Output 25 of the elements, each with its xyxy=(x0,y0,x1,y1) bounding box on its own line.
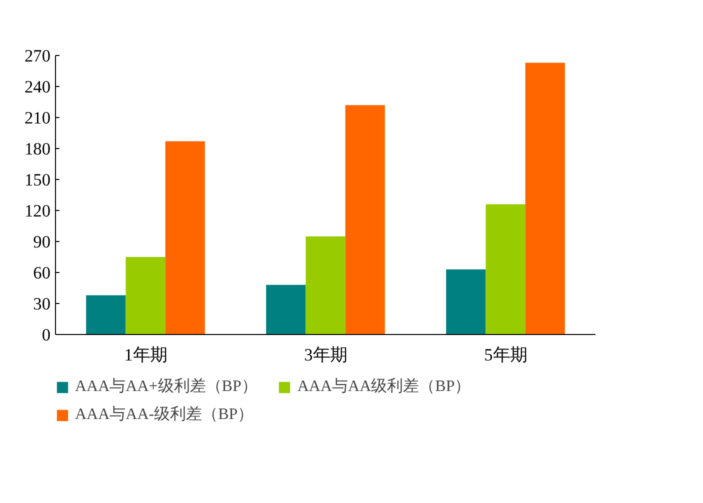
y-tick-label: 90 xyxy=(33,232,50,252)
bar xyxy=(486,204,526,334)
legend-label: AAA与AA级利差（BP） xyxy=(297,376,471,397)
x-tick-label: 3年期 xyxy=(304,346,347,364)
y-tick-label: 120 xyxy=(24,202,51,220)
bar xyxy=(165,141,205,334)
bar xyxy=(266,284,306,334)
x-tick-label: 1年期 xyxy=(124,346,167,364)
bar xyxy=(126,257,166,334)
bar xyxy=(306,236,346,334)
y-tick-label: 180 xyxy=(24,140,51,158)
x-tick-label: 5年期 xyxy=(484,346,527,364)
bar xyxy=(525,62,565,334)
y-tick-label: 210 xyxy=(24,108,51,128)
legend-label: AAA与AA-级利差（BP） xyxy=(75,404,254,425)
y-tick-label: 0 xyxy=(42,326,51,344)
y-tick-label: 240 xyxy=(24,78,51,96)
y-tick-label: 150 xyxy=(24,170,51,190)
legend-label: AAA与AA+级利差（BP） xyxy=(75,376,258,397)
bar xyxy=(86,295,126,334)
bar xyxy=(446,269,486,334)
y-tick-label: 30 xyxy=(33,294,50,314)
y-tick-label: 60 xyxy=(33,264,50,282)
y-tick-label: 270 xyxy=(24,46,51,66)
bar xyxy=(345,105,385,334)
